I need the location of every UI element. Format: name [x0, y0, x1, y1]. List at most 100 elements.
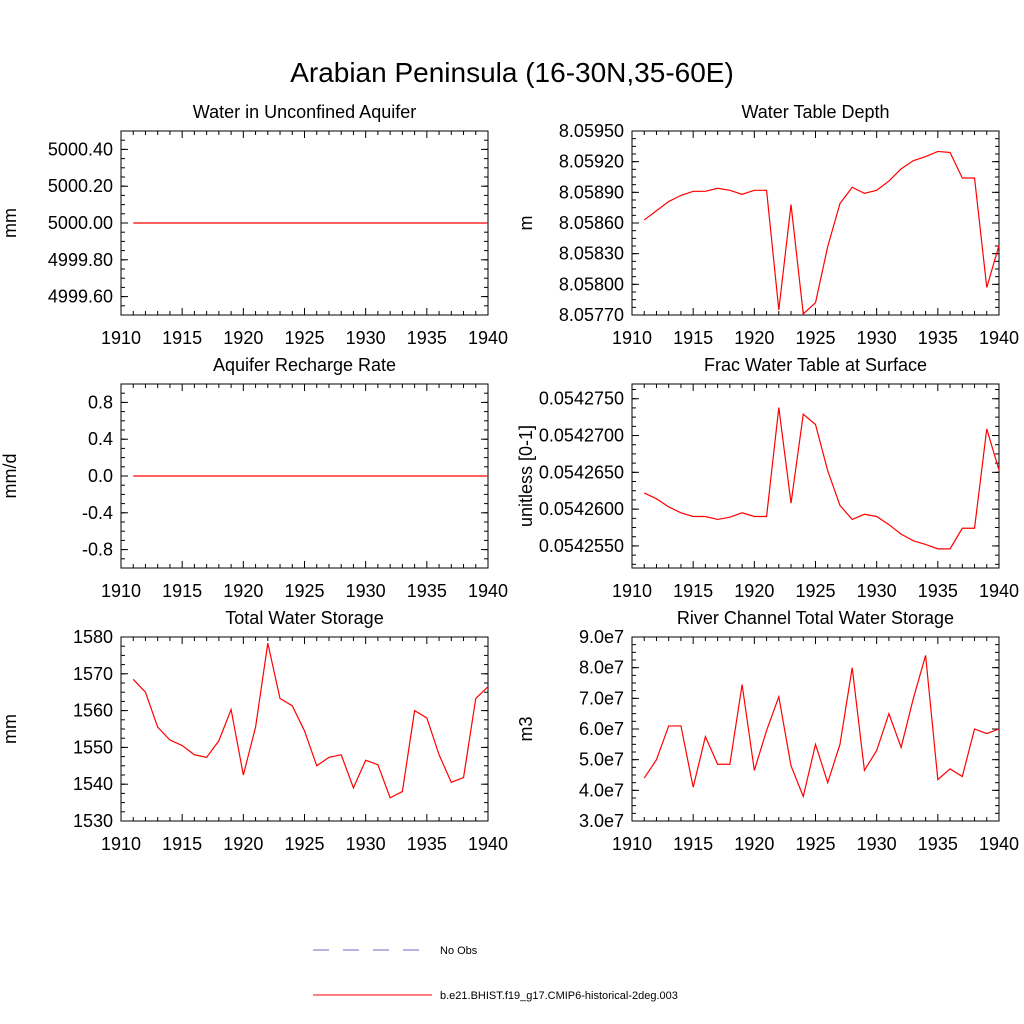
y-tick-label: -0.4 — [82, 503, 113, 523]
panel-title: Total Water Storage — [225, 608, 383, 628]
y-axis-label: mm — [0, 208, 20, 238]
panel-title: Water in Unconfined Aquifer — [193, 102, 416, 122]
plot-frame — [631, 636, 1000, 822]
y-tick-label: 0.4 — [88, 429, 113, 449]
panels: Water in Unconfined Aquifer mm 1910 1915 192… — [0, 102, 1019, 854]
y-axis-label: m — [516, 216, 536, 231]
y-tick-label: 5000.40 — [48, 139, 113, 159]
x-tick-label: 1925 — [284, 834, 324, 854]
series-line — [643, 150, 1000, 316]
x-tick-label: 1920 — [734, 581, 774, 601]
x-tick-label: 1915 — [162, 328, 202, 348]
y-tick-label: 6.0e7 — [579, 719, 624, 739]
x-tick-label: 1915 — [673, 834, 713, 854]
x-tick-label: 1935 — [918, 834, 958, 854]
y-axis-label: mm — [0, 714, 20, 744]
x-tick-label: 1910 — [612, 581, 652, 601]
y-tick-label: 5.0e7 — [579, 750, 624, 770]
y-tick-label: 1530 — [73, 811, 113, 831]
y-tick-label: 5000.20 — [48, 176, 113, 196]
y-axis-label: unitless [0-1] — [516, 425, 536, 527]
x-tick-label: 1915 — [162, 834, 202, 854]
y-tick-label: 5000.00 — [48, 213, 113, 233]
y-tick-label: 0.0542550 — [539, 536, 624, 556]
y-axis-label: mm/d — [0, 454, 20, 499]
x-tick-label: 1915 — [673, 581, 713, 601]
x-tick-label: 1930 — [346, 581, 386, 601]
series-line — [132, 643, 489, 799]
y-tick-label: 4.0e7 — [579, 780, 624, 800]
x-tick-label: 1935 — [918, 328, 958, 348]
x-tick-label: 1920 — [223, 581, 263, 601]
x-tick-label: 1940 — [979, 834, 1019, 854]
y-tick-label: 0.0542750 — [539, 389, 624, 409]
y-tick-label: 8.05860 — [559, 213, 624, 233]
x-tick-label: 1925 — [284, 328, 324, 348]
series-line — [643, 407, 1000, 550]
x-tick-label: 1940 — [468, 834, 508, 854]
panel-title: Water Table Depth — [741, 102, 889, 122]
y-tick-label: 0.0 — [88, 466, 113, 486]
y-tick-label: 1540 — [73, 774, 113, 794]
plot-frame — [631, 130, 1000, 316]
x-tick-label: 1935 — [918, 581, 958, 601]
y-tick-label: 8.05770 — [559, 305, 624, 325]
x-tick-label: 1940 — [979, 581, 1019, 601]
panel-5: Total Water Storage mm 1910 1915 1920 1925 193… — [0, 608, 508, 854]
panel-title: Frac Water Table at Surface — [704, 355, 927, 375]
x-tick-label: 1940 — [468, 581, 508, 601]
y-tick-label: 1580 — [73, 627, 113, 647]
panel-title: River Channel Total Water Storage — [677, 608, 954, 628]
y-tick-label: 8.05950 — [559, 121, 624, 141]
y-tick-label: 8.0e7 — [579, 658, 624, 678]
x-tick-label: 1940 — [468, 328, 508, 348]
legend: No Obs b.e21.BHIST.f19_g17.CMIP6-histori… — [313, 945, 678, 1002]
y-axis-label: m3 — [516, 716, 536, 741]
x-tick-label: 1920 — [734, 834, 774, 854]
x-tick-label: 1935 — [407, 328, 447, 348]
y-tick-label: 1570 — [73, 664, 113, 684]
x-tick-label: 1910 — [101, 834, 141, 854]
y-tick-label: 9.0e7 — [579, 627, 624, 647]
legend-no-obs-label: No Obs — [440, 945, 478, 957]
x-tick-label: 1930 — [857, 834, 897, 854]
y-tick-label: 0.0542600 — [539, 499, 624, 519]
y-tick-label: 0.0542700 — [539, 426, 624, 446]
x-tick-label: 1920 — [734, 328, 774, 348]
y-tick-label: 0.8 — [88, 392, 113, 412]
x-tick-label: 1935 — [407, 834, 447, 854]
panel-title: Aquifer Recharge Rate — [213, 355, 396, 375]
legend-model-label: b.e21.BHIST.f19_g17.CMIP6-historical-2de… — [440, 990, 678, 1002]
panel-6: River Channel Total Water Storage m3 1910 1… — [516, 608, 1019, 854]
x-tick-label: 1930 — [857, 581, 897, 601]
x-tick-label: 1910 — [612, 328, 652, 348]
x-tick-label: 1910 — [612, 834, 652, 854]
x-tick-label: 1930 — [346, 834, 386, 854]
series-line — [643, 655, 1000, 799]
plot-frame — [631, 383, 1000, 569]
panel-1: Water in Unconfined Aquifer mm 1910 1915 192… — [0, 102, 508, 348]
y-tick-label: 4999.80 — [48, 250, 113, 270]
y-tick-label: 8.05890 — [559, 182, 624, 202]
panel-4: Frac Water Table at Surface unitless [0-1… — [516, 355, 1019, 601]
x-tick-label: 1930 — [346, 328, 386, 348]
x-tick-label: 1925 — [795, 581, 835, 601]
panel-3: Aquifer Recharge Rate mm/d 1910 1915 1920 192… — [0, 355, 508, 601]
x-tick-label: 1925 — [795, 834, 835, 854]
y-tick-label: 8.05920 — [559, 152, 624, 172]
y-tick-label: 1550 — [73, 737, 113, 757]
y-tick-label: 1560 — [73, 701, 113, 721]
x-tick-label: 1915 — [162, 581, 202, 601]
x-tick-label: 1925 — [795, 328, 835, 348]
y-tick-label: 8.05830 — [559, 244, 624, 264]
x-tick-label: 1915 — [673, 328, 713, 348]
y-tick-label: 7.0e7 — [579, 688, 624, 708]
x-tick-label: 1910 — [101, 581, 141, 601]
x-tick-label: 1930 — [857, 328, 897, 348]
y-tick-label: 3.0e7 — [579, 811, 624, 831]
y-tick-label: -0.8 — [82, 540, 113, 560]
x-tick-label: 1920 — [223, 328, 263, 348]
x-tick-label: 1925 — [284, 581, 324, 601]
panel-2: Water Table Depth m 1910 1915 1920 1925 1930 19… — [516, 102, 1019, 348]
